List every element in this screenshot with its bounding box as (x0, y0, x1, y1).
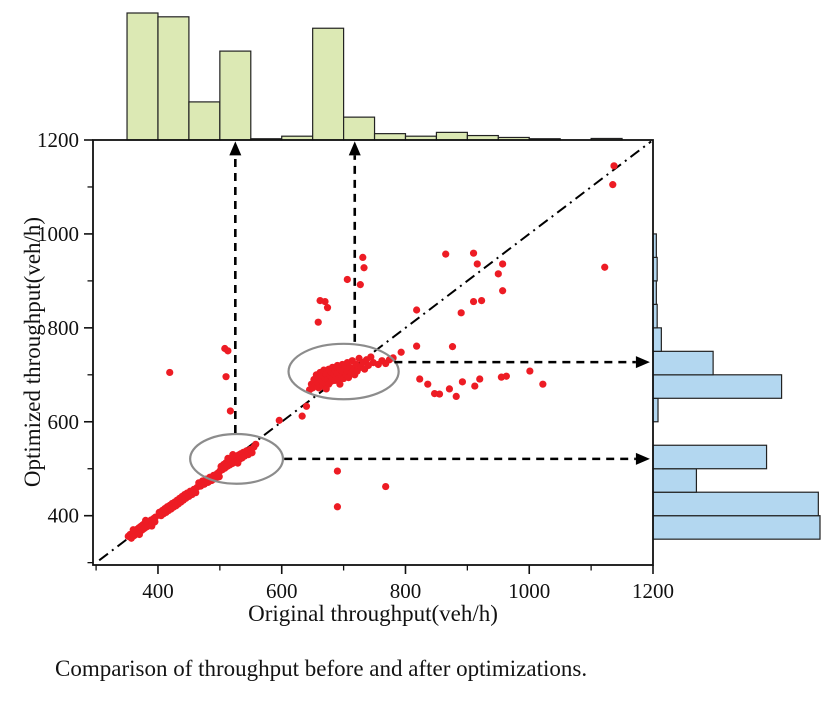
scatter-point (452, 392, 460, 401)
scatter-point (610, 162, 618, 170)
scatter-point (135, 530, 144, 539)
scatter-point (469, 249, 478, 257)
scatter-point (473, 260, 481, 268)
top-histogram-bar (312, 27, 345, 141)
scatter-point (224, 454, 232, 462)
cluster-ellipse (287, 342, 400, 401)
x-tick-label: 600 (266, 579, 298, 603)
top-histogram-bar (343, 116, 376, 141)
scatter-point (314, 318, 322, 326)
scatter-point (435, 390, 444, 398)
right-histogram-bar (652, 444, 768, 470)
top-histogram-bar (435, 131, 468, 141)
right-histogram-bar (652, 350, 714, 376)
scatter-point (298, 412, 306, 420)
scatter-point (248, 449, 256, 457)
scatter-point (166, 368, 174, 377)
figure-caption: Comparison of throughput before and afte… (55, 656, 588, 681)
scatter-point (382, 482, 390, 491)
x-tick-label: 1200 (632, 579, 674, 603)
scatter-point (469, 297, 478, 306)
right-histogram-bar (652, 374, 783, 399)
right-histogram-bar (652, 491, 819, 517)
right-histogram-bar (652, 515, 821, 540)
arrowhead-up-icon (348, 141, 361, 156)
x-axis-title: Original throughput(veh/h) (248, 601, 498, 626)
scatter-point (333, 467, 342, 475)
top-histogram-bar (188, 101, 221, 141)
scatter-point (457, 309, 465, 317)
scatter-point (359, 253, 367, 262)
scatter-point (229, 451, 237, 459)
scatter-point (148, 522, 156, 530)
arrowhead-right-icon (635, 356, 650, 369)
scatter-point (222, 373, 230, 381)
scatter-point (215, 473, 223, 481)
y-tick-label: 600 (48, 410, 80, 434)
scatter-point (275, 416, 283, 424)
arrowhead-right-icon (635, 452, 650, 465)
scatter-point (476, 375, 484, 383)
top-histogram-bar (373, 133, 407, 141)
scatter-point (609, 181, 617, 189)
scatter-point (471, 382, 479, 390)
right-histogram-bar (652, 327, 662, 352)
scatter-point (442, 250, 450, 258)
x-tick-label: 800 (390, 579, 422, 603)
scatter-point (356, 281, 364, 289)
scatter-point (321, 297, 329, 306)
scatter-point (397, 348, 405, 356)
scatter-point (526, 367, 534, 375)
x-tick-label: 1000 (508, 579, 550, 603)
arrowhead-up-icon (229, 141, 242, 156)
scatter-point (477, 297, 486, 305)
scatter-point (360, 264, 368, 272)
scatter-point (129, 526, 137, 534)
top-histogram-bar (126, 12, 159, 141)
y-axis-title: Optimized throughput(veh/h) (20, 216, 45, 488)
scatter-point (343, 275, 351, 284)
scatter-point (336, 380, 344, 388)
scatter-point (499, 260, 507, 268)
scatter-point (448, 343, 457, 351)
scatter-point (499, 287, 507, 295)
cluster-ellipse (189, 432, 285, 485)
y-tick-label: 1000 (37, 222, 79, 246)
scatter-point (445, 385, 454, 393)
scatter-point (224, 347, 232, 355)
scatter-point (333, 503, 342, 511)
scatter-point (226, 407, 234, 415)
scatter-point (502, 372, 510, 380)
scatter-point (458, 378, 467, 386)
top-histogram-bar (219, 50, 252, 141)
plot-border (92, 139, 654, 566)
scatter-point (252, 440, 260, 448)
scatter-point (234, 459, 242, 467)
scatter-point (416, 375, 424, 383)
y-tick-label: 400 (48, 504, 80, 528)
scatter-point (424, 380, 432, 388)
scatter-point (323, 304, 332, 312)
scatter-point (367, 353, 375, 361)
right-histogram-bar (652, 468, 698, 493)
y-tick-label: 1200 (37, 128, 79, 152)
scatter-point (413, 306, 421, 314)
scatter-point (302, 402, 311, 410)
top-histogram-bar (157, 16, 190, 141)
y-tick-label: 800 (48, 316, 80, 340)
scatter-point (413, 342, 421, 350)
x-tick-label: 400 (142, 579, 174, 603)
scatter-point (539, 380, 547, 388)
scatter-point (141, 516, 150, 524)
scatter-point (494, 270, 502, 278)
scatter-point (601, 263, 609, 271)
